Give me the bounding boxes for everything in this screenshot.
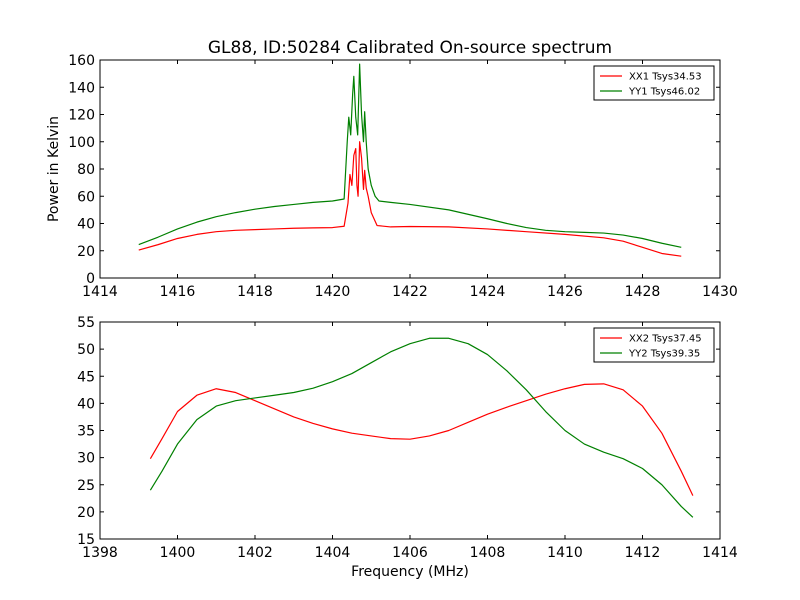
legend-entry-2: YY2 Tsys39.35 [628,349,700,360]
y-tick-label: 140 [68,80,95,96]
y-tick-label: 100 [68,135,95,151]
y-tick-label: 30 [77,451,95,467]
series-line-1 [149,383,694,496]
y-axis-label: Power in Kelvin [46,116,62,222]
legend: XX1 Tsys34.53 YY1 Tsys46.02 [593,65,715,101]
x-tick-label: 1410 [547,545,583,561]
x-tick-label: 1418 [237,284,273,300]
x-tick-label: 1416 [160,284,196,300]
y-tick-label: 45 [77,369,95,385]
x-tick-label: 1398 [82,545,118,561]
y-tick-label: 25 [77,478,95,494]
legend-entry-1: XX1 Tsys34.53 [629,72,702,83]
y-tick-label: 20 [77,244,95,260]
y-tick-label: 40 [77,396,95,412]
x-tick-label: 1402 [237,545,273,561]
bottom-spectrum-chart: 1398 1400 1402 1404 1406 1408 1410 1412 1414 15 20… [77,315,738,580]
y-tick-label: 60 [77,189,95,205]
x-axis-label: Frequency (MHz) [351,564,469,580]
x-tick-label: 1414 [82,284,118,300]
y-tick-label: 50 [77,342,95,358]
x-tick-label: 1412 [625,545,661,561]
x-tick-label: 1414 [702,545,738,561]
legend: XX2 Tsys37.45 YY2 Tsys39.35 [593,327,715,363]
legend-box [593,65,715,101]
x-tick-label: 1406 [392,545,428,561]
legend-entry-1: XX2 Tsys37.45 [629,334,702,345]
top-spectrum-chart: 1414 1416 1418 1420 1422 1424 1426 1428 1430 0 20 4… [46,38,738,300]
x-tick-label: 1404 [315,545,351,561]
x-tick-label: 1400 [160,545,196,561]
y-tick-label: 15 [77,532,95,548]
y-tick-label: 20 [77,505,95,521]
x-tick-label: 1408 [470,545,506,561]
x-tick-label: 1424 [470,284,506,300]
series-line-1 [138,141,682,257]
y-tick-label: 55 [77,315,95,331]
legend-entry-2: YY1 Tsys46.02 [628,87,700,98]
chart-title: GL88, ID:50284 Calibrated On-source spec… [208,38,612,58]
x-tick-label: 1428 [625,284,661,300]
x-tick-label: 1420 [315,284,351,300]
legend-box [593,327,715,363]
x-tick-label: 1422 [392,284,428,300]
x-tick-label: 1426 [547,284,583,300]
series-line-2 [138,63,682,248]
series-line-2 [149,337,694,518]
y-tick-label: 160 [68,53,95,69]
y-tick-label: 80 [77,162,95,178]
y-tick-label: 0 [86,271,95,287]
y-tick-label: 40 [77,217,95,233]
y-tick-label: 120 [68,108,95,124]
y-tick-label: 35 [77,424,95,440]
x-tick-label: 1430 [702,284,738,300]
